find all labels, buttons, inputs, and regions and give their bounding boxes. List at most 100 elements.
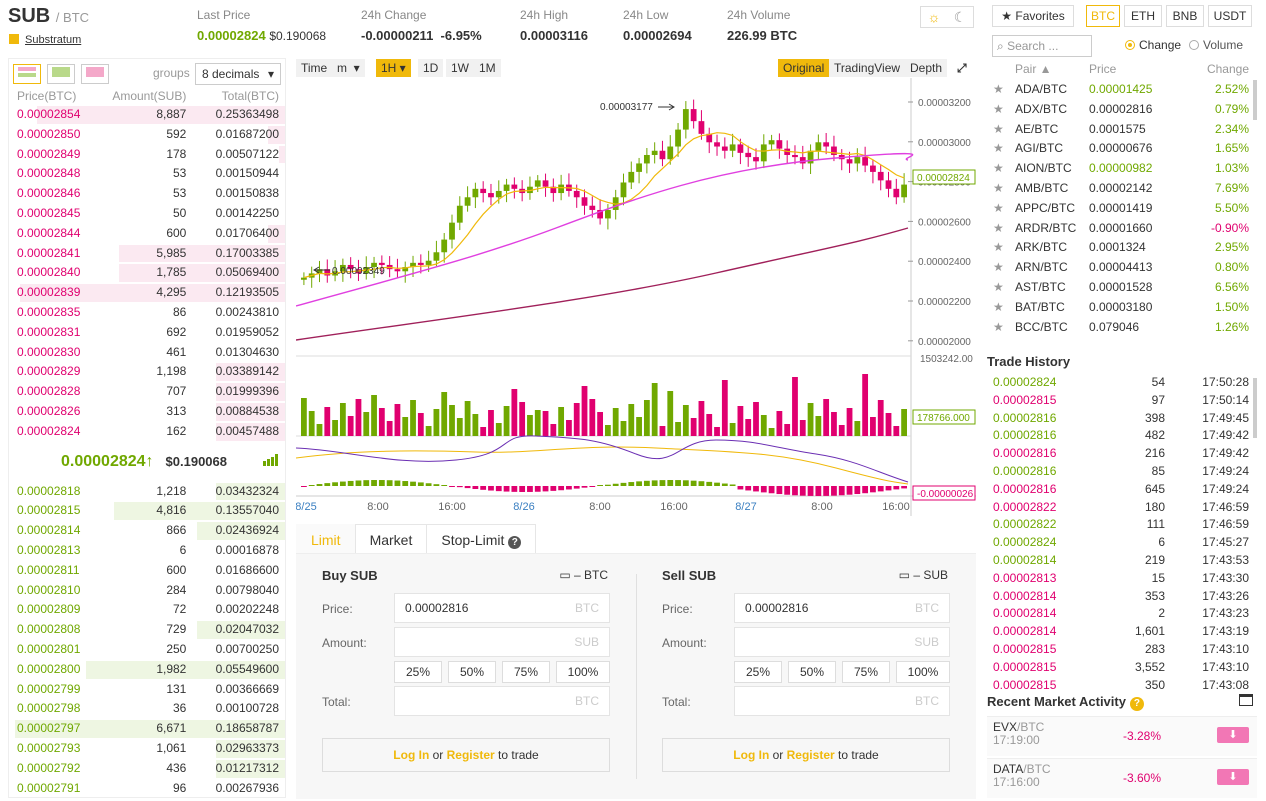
pair-search-input[interactable]: ⌕ Search ... [992, 35, 1092, 57]
ask-row[interactable]: 0.00002830 461 0.01304630 [17, 344, 280, 359]
sun-icon[interactable]: ☼ [927, 9, 941, 25]
buy-pct-50[interactable]: 50% [448, 661, 496, 683]
bid-row[interactable]: 0.00002811 600 0.01686600 [17, 562, 280, 577]
ask-row[interactable]: 0.00002841 5,985 0.17003385 [9, 244, 285, 264]
pair-row[interactable]: ★ AGI/BTC 0.00000676 1.65% [987, 139, 1249, 159]
ask-row[interactable]: 0.00002835 86 0.00243810 [17, 304, 280, 319]
market-btc[interactable]: BTC [1086, 5, 1120, 27]
pair-row[interactable]: ★ ARDR/BTC 0.00001660 -0.90% [987, 219, 1249, 239]
star-icon[interactable]: ★ [993, 181, 1004, 195]
buy-amount-input[interactable]: SUB [394, 627, 610, 657]
buy-price-input[interactable]: 0.00002816 BTC [394, 593, 610, 623]
collapse-icon[interactable] [1239, 694, 1253, 706]
theme-toggle[interactable]: ☼ ☾ [920, 6, 974, 28]
bid-row[interactable]: 0.00002818 1,218 0.03432324 [9, 482, 285, 502]
buy-pct-25[interactable]: 25% [394, 661, 442, 683]
ask-row[interactable]: 0.00002824 162 0.00457488 [9, 422, 285, 442]
tab-market[interactable]: Market [354, 524, 428, 553]
bid-row[interactable]: 0.00002797 6,671 0.18658787 [9, 719, 285, 739]
login-link[interactable]: Log In [393, 748, 430, 762]
book-asks-icon[interactable] [81, 64, 109, 84]
sell-pct-75[interactable]: 75% [842, 661, 890, 683]
sell-amount-input[interactable]: SUB [734, 627, 950, 657]
tab-limit[interactable]: Limit [296, 524, 356, 553]
interval-time[interactable]: Time [296, 59, 333, 77]
ask-row[interactable]: 0.00002854 8,887 0.25363498 [9, 105, 285, 125]
star-icon[interactable]: ★ [993, 121, 1004, 136]
register-link[interactable]: Register [786, 748, 835, 762]
sell-pct-25[interactable]: 25% [734, 661, 782, 683]
pair-scrollbar[interactable] [1253, 80, 1257, 120]
market-usdt[interactable]: USDT [1208, 5, 1252, 27]
wallet-icon[interactable]: ▭ – BTC [559, 568, 608, 582]
pair-row[interactable]: ★ AE/BTC 0.0001575 2.34% [987, 120, 1249, 140]
pair-row[interactable]: ★ ARN/BTC 0.00004413 0.80% [987, 258, 1249, 278]
col-price[interactable]: Price [1089, 62, 1117, 76]
fullscreen-icon[interactable]: ⤢ [957, 61, 967, 75]
col-change[interactable]: Change [1206, 62, 1249, 76]
ask-row[interactable]: 0.00002828 707 0.01999396 [9, 382, 285, 402]
ask-row[interactable]: 0.00002846 53 0.00150838 [17, 186, 280, 201]
star-icon[interactable]: ★ [993, 280, 1004, 294]
decimals-select[interactable]: 8 decimals ▾ [195, 63, 281, 85]
star-icon[interactable]: ★ [993, 161, 1004, 176]
interval-1w[interactable]: 1W [446, 59, 474, 77]
book-both-icon[interactable] [13, 64, 41, 84]
bid-row[interactable]: 0.00002792 436 0.01217312 [9, 759, 285, 779]
ask-row[interactable]: 0.00002849 178 0.00507122 [9, 145, 285, 165]
sell-pct-100[interactable]: 100% [896, 661, 950, 683]
help-icon[interactable]: ? [1129, 697, 1144, 711]
star-icon[interactable]: ★ [993, 141, 1004, 156]
bid-row[interactable]: 0.00002813 6 0.00016878 [17, 542, 280, 557]
market-bnb[interactable]: BNB [1166, 5, 1204, 27]
bid-row[interactable]: 0.00002809 72 0.00202248 [17, 602, 280, 617]
buy-pct-75[interactable]: 75% [502, 661, 550, 683]
bid-row[interactable]: 0.00002801 250 0.00700250 [17, 641, 280, 656]
bid-row[interactable]: 0.00002791 96 0.00267936 [17, 780, 280, 795]
bid-row[interactable]: 0.00002815 4,816 0.13557040 [9, 501, 285, 521]
ask-row[interactable]: 0.00002831 692 0.01959052 [17, 324, 280, 339]
star-icon[interactable]: ★ [993, 299, 1004, 314]
sell-total-input[interactable]: BTC [734, 686, 950, 716]
star-icon[interactable]: ★ [993, 101, 1004, 116]
pair-row[interactable]: ★ ADX/BTC 0.00002816 0.79% [987, 100, 1249, 120]
ask-row[interactable]: 0.00002850 592 0.01687200 [9, 125, 285, 145]
market-eth[interactable]: ETH [1124, 5, 1162, 27]
pair-row[interactable]: ★ AION/BTC 0.00000982 1.03% [987, 159, 1249, 179]
tab-stop-limit[interactable]: Stop-Limit ? [426, 524, 537, 553]
help-icon[interactable]: ? [508, 536, 522, 549]
star-icon[interactable]: ★ [993, 82, 1004, 96]
ask-row[interactable]: 0.00002839 4,295 0.12193505 [9, 283, 285, 303]
login-link[interactable]: Log In [733, 748, 770, 762]
coin-name[interactable]: Substratum [9, 34, 81, 46]
price-chart[interactable]: Time m ▾ 1H ▾ 1D 1W 1M Original TradingV… [296, 58, 976, 518]
sort-volume-radio[interactable]: Volume [1189, 38, 1243, 52]
view-tradingview[interactable]: TradingView [829, 59, 906, 77]
bid-row[interactable]: 0.00002798 36 0.00100728 [17, 701, 280, 716]
pair-row[interactable]: ★ ARK/BTC 0.0001324 2.95% [987, 238, 1249, 258]
interval-minutes[interactable]: m ▾ [332, 59, 365, 77]
bid-row[interactable]: 0.00002799 131 0.00366669 [17, 681, 280, 696]
bid-row[interactable]: 0.00002800 1,982 0.05549600 [9, 660, 285, 680]
trade-scrollbar[interactable] [1253, 378, 1257, 438]
interval-1d[interactable]: 1D [418, 59, 444, 77]
book-bids-icon[interactable] [47, 64, 75, 84]
view-original[interactable]: Original [778, 59, 830, 77]
chart-canvas[interactable]: 0.000032000.000030000.000028000.00002600… [296, 78, 976, 518]
col-pair[interactable]: Pair ▲ [1015, 62, 1052, 76]
star-icon[interactable]: ★ [993, 220, 1004, 235]
activity-row[interactable]: EVX/BTC 17:19:00 -3.28% ⬇ [987, 716, 1257, 756]
ask-row[interactable]: 0.00002829 1,198 0.03389142 [9, 362, 285, 382]
view-depth[interactable]: Depth [905, 59, 948, 77]
pair-row[interactable]: ★ ADA/BTC 0.00001425 2.52% [987, 80, 1249, 100]
interval-1m[interactable]: 1M [474, 59, 501, 77]
sell-price-input[interactable]: 0.00002816 BTC [734, 593, 950, 623]
ask-row[interactable]: 0.00002844 600 0.01706400 [9, 224, 285, 244]
sort-change-radio[interactable]: Change [1125, 38, 1181, 52]
favorites-button[interactable]: ★ Favorites [992, 5, 1074, 27]
bid-row[interactable]: 0.00002810 284 0.00798040 [17, 582, 280, 597]
bid-row[interactable]: 0.00002814 866 0.02436924 [9, 521, 285, 541]
buy-pct-100[interactable]: 100% [556, 661, 610, 683]
interval-1h[interactable]: 1H ▾ [376, 59, 411, 77]
register-link[interactable]: Register [446, 748, 495, 762]
